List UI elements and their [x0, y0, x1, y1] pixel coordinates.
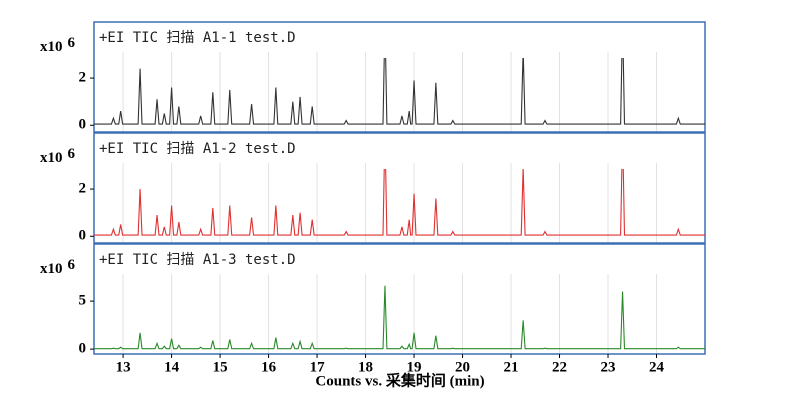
x-tick-label: 19 — [407, 359, 422, 375]
x-tick-label: 18 — [358, 359, 373, 375]
x-tick-label: 21 — [504, 359, 519, 375]
y-tick-label: 0 — [79, 117, 87, 133]
x-axis-label: Counts vs. 采集时间 (min) — [315, 371, 484, 389]
exponent: 6 — [68, 146, 76, 162]
y-tick-label: 5 — [79, 293, 87, 309]
trace-line — [94, 285, 705, 350]
panel-title: +EI TIC 扫描 A1-1 test.D — [99, 30, 296, 46]
multiplier: x10 — [40, 39, 63, 55]
x-tick-label: 15 — [213, 359, 228, 375]
panel-title: +EI TIC 扫描 A1-2 test.D — [99, 141, 296, 157]
x-tick-label: 22 — [552, 359, 567, 375]
panel-frame — [93, 21, 706, 133]
y-tick-label: 2 — [79, 181, 87, 197]
x-tick-label: 14 — [164, 359, 180, 375]
exponent: 6 — [68, 257, 76, 273]
y-multiplier: x10 6 — [40, 146, 76, 166]
x-tick-label: 24 — [649, 359, 665, 375]
panel: +EI TIC 扫描 A1-1 test.D x10 6 0 2 — [40, 21, 706, 133]
multiplier: x10 — [40, 261, 63, 277]
multiplier: x10 — [40, 150, 63, 166]
trace-line — [94, 169, 705, 236]
y-multiplier: x10 6 — [40, 257, 76, 277]
exponent: 6 — [68, 35, 76, 51]
x-tick-label: 23 — [601, 359, 616, 375]
y-tick-label: 2 — [79, 70, 87, 86]
x-tick-label: 13 — [116, 359, 131, 375]
trace-line — [94, 58, 705, 125]
y-multiplier: x10 6 — [40, 35, 76, 55]
panel-title: +EI TIC 扫描 A1-3 test.D — [99, 252, 296, 268]
panel-frame — [93, 132, 706, 244]
y-tick-label: 0 — [79, 228, 87, 244]
y-tick-label: 0 — [79, 341, 87, 357]
x-tick-label: 17 — [310, 359, 326, 375]
panel: +EI TIC 扫描 A1-2 test.D x10 6 0 2 — [40, 132, 706, 244]
x-tick-label: 20 — [455, 359, 470, 375]
x-tick-label: 16 — [261, 359, 277, 375]
panel: +EI TIC 扫描 A1-3 test.D x10 6 0 5 13 14 15 16 17 18… — [40, 243, 706, 389]
panel-frame — [93, 243, 706, 355]
